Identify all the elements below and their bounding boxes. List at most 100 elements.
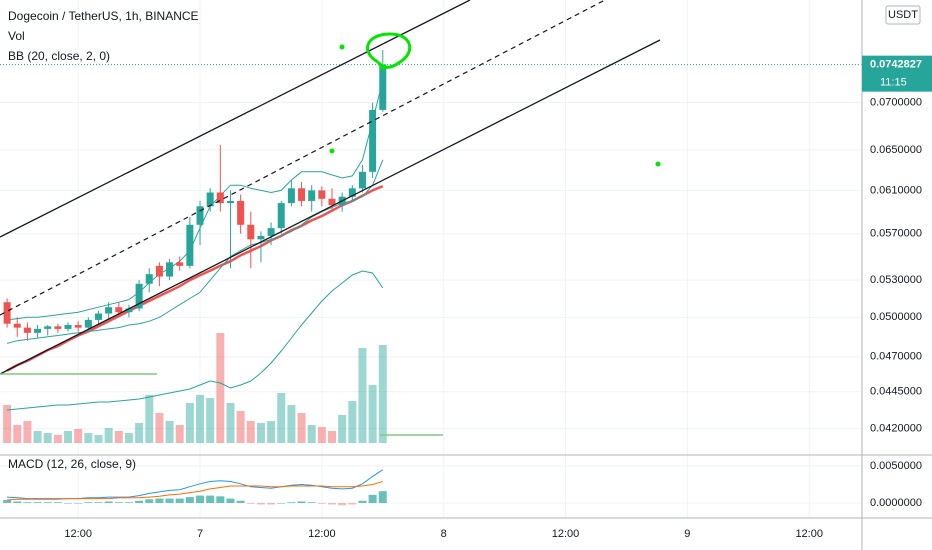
macd-histogram-bar <box>348 502 357 505</box>
macd-histogram-bar <box>277 502 286 504</box>
currency[interactable]: USDT <box>888 9 918 21</box>
last-price-box <box>862 55 932 92</box>
macd-histogram-bar <box>94 502 103 503</box>
candle-body <box>196 206 204 225</box>
macd-histogram-bar <box>226 498 235 503</box>
candle-body <box>115 307 123 313</box>
highlight-circle <box>366 32 412 71</box>
macd-histogram-bar <box>206 495 215 503</box>
candle-body <box>186 224 194 266</box>
macd-histogram-bar <box>124 502 133 503</box>
volume-bar <box>358 348 367 443</box>
y-tick-label: 0.0470000 <box>870 351 922 363</box>
candle-body <box>298 188 306 201</box>
volume-bar <box>246 421 255 443</box>
indicator-label: BB (20, close, 2, 0) <box>8 49 110 63</box>
volume-bar <box>378 345 387 443</box>
volume-bar <box>338 415 347 443</box>
y-tick-label: 0.0050000 <box>870 460 922 472</box>
macd-histogram-bar <box>246 502 255 504</box>
volume-bar <box>155 413 164 443</box>
volume-bar <box>84 433 93 443</box>
channel-midline <box>0 0 606 316</box>
candle-body <box>125 308 133 313</box>
y-tick-label: 0.0445000 <box>870 386 922 398</box>
volume-bar <box>165 421 174 443</box>
volume-bar <box>196 395 205 443</box>
candle-body <box>206 192 214 207</box>
candle-body <box>54 326 62 329</box>
candle-body <box>226 200 234 204</box>
macd-histogram-bar <box>358 500 367 503</box>
volume-bar <box>348 401 357 443</box>
marker-dot <box>339 44 345 50</box>
macd-histogram-bar <box>3 500 12 503</box>
volume-bar <box>185 403 194 443</box>
candle-body <box>74 325 82 328</box>
volume-bar <box>124 433 133 443</box>
y-tick-label: 0.0610000 <box>870 184 922 196</box>
macd-histogram-bar <box>43 502 52 503</box>
x-tick-label: 12:00 <box>795 528 823 540</box>
volume-bar <box>94 435 103 443</box>
candle-body <box>13 323 21 328</box>
candle-body <box>267 228 275 236</box>
candle-body <box>23 327 31 333</box>
channel-line <box>0 39 661 375</box>
volume-bar <box>104 428 113 443</box>
macd-histogram-bar <box>74 502 83 504</box>
candle-body <box>318 190 326 199</box>
volume-bar <box>226 403 235 443</box>
marker-dot <box>329 148 335 154</box>
volume-bar <box>277 393 286 443</box>
macd-histogram-bar <box>378 491 387 503</box>
volume-bar <box>267 421 276 443</box>
signal-line <box>7 481 383 501</box>
candle-body <box>105 307 113 314</box>
volume-bar <box>216 333 225 443</box>
overlay-line <box>7 80 384 321</box>
x-tick-label: 12:00 <box>552 528 580 540</box>
candle-body <box>257 235 265 240</box>
axes: 0.0700000 0.0650000 0.0610000 0.0570000 0.05… <box>64 55 932 540</box>
macd-histogram-bar <box>307 502 316 503</box>
macd-histogram-bar <box>267 502 276 505</box>
y-tick-label: 0.0000000 <box>870 497 922 509</box>
candle-body <box>84 319 92 328</box>
volume-bar <box>135 423 144 443</box>
macd-pane <box>3 469 387 506</box>
chart-title: Dogecoin / TetherUS, 1h, BINANCE <box>8 9 199 23</box>
volume-bar <box>287 405 296 443</box>
macd-histogram-bar <box>165 498 174 503</box>
channel-line <box>0 0 471 238</box>
volume-bar <box>206 398 215 443</box>
candle-body <box>34 328 42 333</box>
volume-bar <box>175 425 184 443</box>
macd-histogram-bar <box>175 498 184 503</box>
candle-body <box>369 109 377 172</box>
macd-histogram-bar <box>368 494 377 503</box>
candle-body <box>308 190 316 201</box>
marker-dot <box>655 161 661 167</box>
drawings <box>0 0 661 436</box>
macd-histogram-bar <box>185 497 194 503</box>
macd-histogram-bar <box>23 502 32 503</box>
volume-bar <box>114 431 123 443</box>
candle-body <box>145 274 153 284</box>
y-tick-label: 0.0500000 <box>870 311 922 323</box>
macd-histogram-bar <box>236 500 245 503</box>
volume-bar <box>33 431 42 443</box>
macd-histogram-bar <box>104 501 113 503</box>
candle-body <box>216 192 224 204</box>
macd-histogram-bar <box>13 501 22 503</box>
volume-bar <box>236 411 245 443</box>
candle-body <box>247 224 255 240</box>
candle-body <box>277 203 285 229</box>
grid <box>0 0 862 518</box>
volume-label: Vol <box>8 29 25 43</box>
candle-body <box>155 265 163 277</box>
candle-body <box>166 262 174 277</box>
currency-box[interactable] <box>885 5 921 25</box>
